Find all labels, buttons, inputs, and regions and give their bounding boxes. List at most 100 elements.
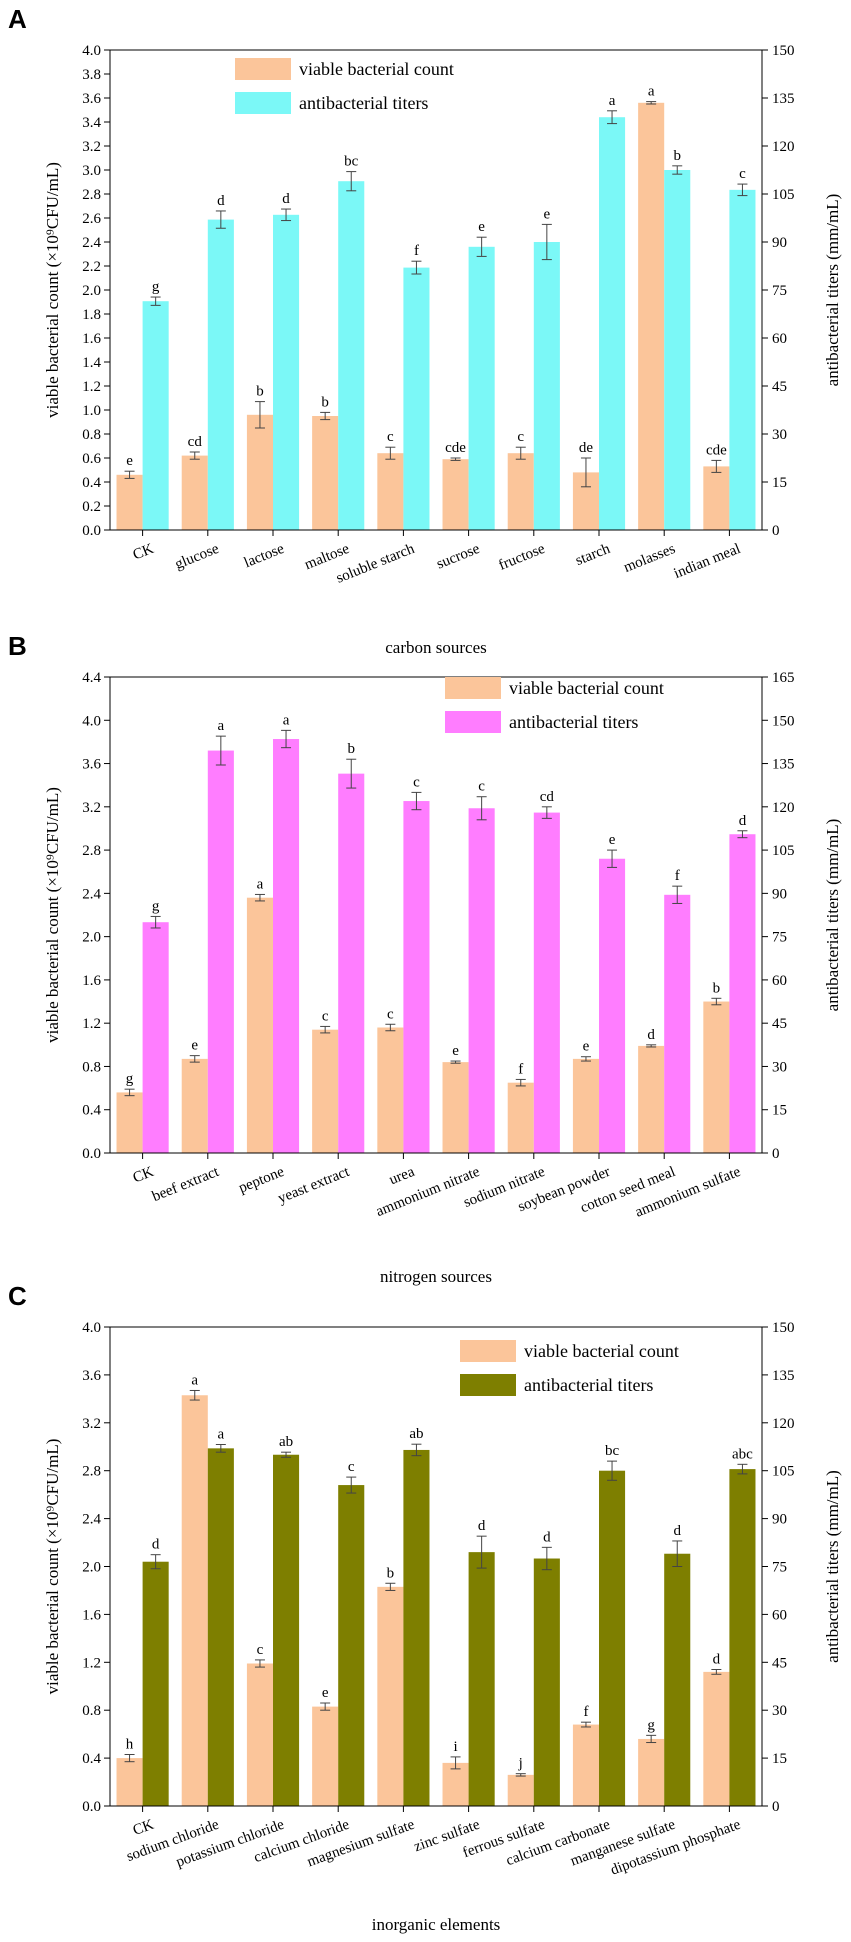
x-tick-label: CK (131, 1164, 156, 1187)
legend: viable bacterial count antibacterial tite… (445, 677, 664, 733)
significance-label: h (126, 1737, 134, 1753)
bar (533, 242, 560, 530)
bar (142, 1561, 169, 1806)
y-tick-label-right: 60 (772, 331, 787, 347)
significance-label: b (347, 741, 355, 757)
bar (533, 1558, 560, 1806)
y-tick-label-left: 3.6 (82, 757, 101, 773)
panel-letter: B (8, 631, 27, 661)
y-tick-label-right: 90 (772, 235, 787, 251)
bar (273, 739, 300, 1153)
bar (338, 1485, 365, 1806)
significance-label: bc (344, 154, 359, 170)
legend-swatch (445, 677, 501, 699)
legend-label: viable bacterial count (524, 1341, 679, 1361)
significance-label: d (152, 1537, 160, 1553)
bar (599, 1470, 626, 1806)
y-axis-title-left: viable bacterial count (×10⁹CFU/mL) (43, 1439, 62, 1695)
y-tick-label-left: 1.0 (82, 403, 101, 419)
y-tick-label-left: 3.2 (82, 139, 101, 155)
bar (116, 1758, 143, 1806)
y-tick-label-right: 45 (772, 1655, 787, 1671)
significance-label: a (257, 876, 264, 892)
y-tick-label-left: 2.2 (82, 259, 101, 275)
y-tick-label-right: 0 (772, 1799, 780, 1815)
y-axis-title-right: antibacterial titers (mm/mL) (823, 1470, 842, 1663)
bar (599, 858, 626, 1153)
significance-label: c (387, 1006, 394, 1022)
y-tick-label-right: 0 (772, 523, 780, 539)
y-tick-label-left: 0.4 (82, 475, 101, 491)
y-tick-label-left: 1.8 (82, 307, 101, 323)
x-axis-title: inorganic elements (372, 1915, 501, 1934)
x-tick-label: sucrose (434, 541, 482, 573)
significance-label: d (713, 1651, 721, 1667)
y-tick-label-left: 1.2 (82, 379, 101, 395)
legend-label: antibacterial titers (299, 93, 428, 113)
significance-label: e (478, 219, 485, 235)
legend-label: antibacterial titers (509, 712, 638, 732)
y-tick-label-left: 3.0 (82, 163, 101, 179)
y-tick-label-right: 60 (772, 1607, 787, 1623)
significance-label: f (414, 243, 419, 259)
significance-label: d (543, 1529, 551, 1545)
y-tick-label-right: 105 (772, 1464, 795, 1480)
bar (729, 189, 756, 530)
y-tick-label-right: 75 (772, 283, 787, 299)
bar (338, 773, 365, 1153)
y-tick-label-left: 0.0 (82, 523, 101, 539)
significance-label: a (648, 84, 655, 100)
significance-label: c (413, 774, 420, 790)
significance-label: f (583, 1704, 588, 1720)
bar (638, 1738, 665, 1806)
significance-label: g (126, 1071, 134, 1087)
bar (638, 1045, 665, 1153)
significance-label: c (257, 1642, 264, 1658)
bar (468, 1552, 495, 1806)
legend-swatch (460, 1374, 516, 1396)
y-tick-label-right: 150 (772, 1320, 795, 1336)
x-tick-label: glucose (173, 541, 222, 573)
y-tick-label-left: 3.2 (82, 800, 101, 816)
y-tick-label-right: 150 (772, 713, 795, 729)
x-tick-label: urea (387, 1164, 417, 1189)
panel-letter: A (8, 4, 27, 34)
bar (338, 181, 365, 530)
y-tick-label-left: 4.4 (82, 670, 101, 686)
y-tick-label-right: 165 (772, 670, 795, 686)
x-tick-label: starch (573, 541, 613, 569)
panel-letter: C (8, 1281, 27, 1311)
bar (312, 416, 339, 530)
bar (507, 453, 534, 530)
bar (442, 459, 469, 530)
significance-label: e (191, 1038, 198, 1054)
significance-label: a (609, 93, 616, 109)
y-tick-label-right: 15 (772, 1103, 787, 1119)
bar (116, 474, 143, 530)
x-tick-label: indian meal (672, 541, 743, 582)
bar (533, 812, 560, 1153)
significance-label: j (518, 1756, 523, 1772)
significance-label: e (452, 1043, 459, 1059)
y-tick-label-left: 2.8 (82, 843, 101, 859)
bar (638, 102, 665, 531)
significance-label: d (217, 193, 225, 209)
y-tick-label-left: 2.0 (82, 930, 101, 946)
bar (377, 1027, 404, 1153)
bar (664, 894, 691, 1153)
bar (116, 1092, 143, 1153)
bar (703, 466, 730, 530)
significance-label: bc (605, 1443, 620, 1459)
significance-label: f (518, 1061, 523, 1077)
bar (468, 246, 495, 531)
y-tick-label-left: 0.0 (82, 1146, 101, 1162)
x-axis-title: nitrogen sources (380, 1267, 492, 1286)
significance-label: c (322, 1008, 329, 1024)
y-tick-label-right: 135 (772, 1368, 795, 1384)
x-axis-title: carbon sources (385, 638, 487, 657)
plot-frame (109, 676, 763, 1154)
x-tick-label: CK (131, 541, 156, 564)
significance-label: i (453, 1739, 457, 1755)
bar (312, 1029, 339, 1153)
y-axis-title-right: antibacterial titers (mm/mL) (823, 819, 842, 1012)
